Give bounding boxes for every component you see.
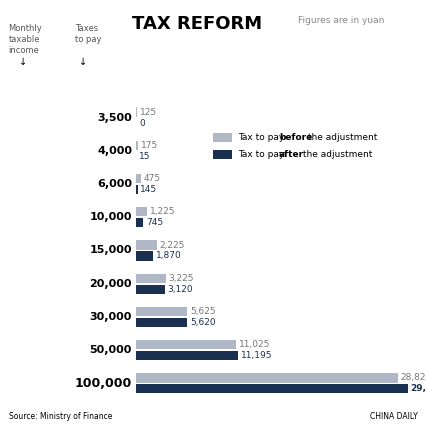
- Bar: [136, 351, 238, 360]
- Text: 745: 745: [146, 218, 163, 227]
- Text: 1,870: 1,870: [156, 251, 182, 260]
- Text: 10,000: 10,000: [89, 212, 132, 222]
- Bar: [136, 251, 153, 260]
- Bar: [136, 218, 143, 227]
- Bar: [136, 108, 138, 117]
- Text: 15,000: 15,000: [89, 245, 132, 256]
- Text: 475: 475: [144, 174, 161, 183]
- Text: 15: 15: [139, 152, 151, 161]
- Bar: [136, 284, 164, 294]
- Text: 0: 0: [139, 118, 145, 127]
- Bar: [136, 174, 141, 183]
- Text: 5,625: 5,625: [190, 307, 216, 316]
- Text: 11,195: 11,195: [241, 351, 272, 360]
- Text: 3,225: 3,225: [168, 274, 194, 283]
- Text: 29,920: 29,920: [411, 384, 426, 393]
- Text: after: after: [279, 150, 304, 159]
- Bar: [136, 384, 408, 393]
- Text: 50,000: 50,000: [90, 345, 132, 355]
- Text: ↓: ↓: [79, 57, 87, 66]
- Bar: [136, 307, 187, 316]
- Text: 20,000: 20,000: [89, 279, 132, 289]
- Text: 145: 145: [141, 185, 158, 194]
- Text: 6,000: 6,000: [97, 179, 132, 189]
- Text: 4,000: 4,000: [97, 146, 132, 156]
- Text: 5,620: 5,620: [190, 318, 216, 327]
- Text: Tax to pay: Tax to pay: [239, 133, 288, 142]
- Text: the adjustment: the adjustment: [300, 150, 373, 159]
- Text: the adjustment: the adjustment: [305, 133, 378, 142]
- Text: 3,120: 3,120: [167, 285, 193, 294]
- Text: 2,225: 2,225: [159, 241, 184, 250]
- Bar: [136, 240, 156, 250]
- Text: 28,825: 28,825: [401, 373, 426, 382]
- Text: 100,000: 100,000: [75, 377, 132, 390]
- Text: Source: Ministry of Finance: Source: Ministry of Finance: [9, 412, 112, 421]
- Text: 30,000: 30,000: [90, 312, 132, 322]
- Text: ↓: ↓: [18, 57, 27, 66]
- Text: before: before: [279, 133, 312, 142]
- Text: 125: 125: [140, 108, 157, 117]
- Text: Tax to pay: Tax to pay: [239, 150, 288, 159]
- Text: 175: 175: [141, 141, 158, 150]
- Text: 1,225: 1,225: [150, 207, 176, 216]
- Bar: [136, 141, 138, 150]
- Bar: [136, 340, 236, 349]
- Bar: [136, 207, 147, 217]
- Text: Monthly
taxable
income: Monthly taxable income: [9, 24, 42, 55]
- Text: 11,025: 11,025: [239, 340, 271, 349]
- Text: 3,500: 3,500: [97, 113, 132, 123]
- Text: Figures are in yuan: Figures are in yuan: [298, 16, 385, 25]
- Text: CHINA DAILY: CHINA DAILY: [370, 412, 417, 421]
- Bar: [136, 373, 398, 383]
- Text: TAX REFORM: TAX REFORM: [132, 15, 262, 33]
- Bar: [136, 274, 166, 283]
- Bar: [136, 318, 187, 327]
- Text: Taxes
to pay: Taxes to pay: [75, 24, 101, 44]
- Bar: [136, 185, 138, 194]
